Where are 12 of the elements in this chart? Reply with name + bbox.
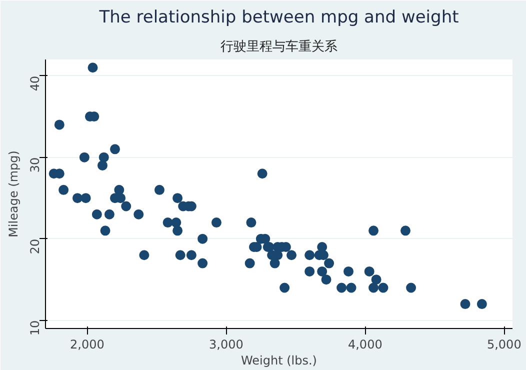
y-axis-title: Mileage (mpg) <box>6 150 20 238</box>
y-tick-label: 20 <box>28 238 42 254</box>
x-tick-label: 5,000 <box>486 338 522 352</box>
chart-title: The relationship between mpg and weight <box>98 8 460 28</box>
x-tick-label: 2,000 <box>70 338 104 352</box>
y-tick-label: 40 <box>28 76 42 92</box>
x-axis-title: Weight (lbs.) <box>241 354 318 368</box>
x-tick-label: 4,000 <box>348 338 382 352</box>
chart-subtitle: 行驶里程与车重关系 <box>220 40 338 54</box>
x-tick-label: 3,000 <box>209 338 244 352</box>
y-tick-label: 10 <box>28 320 42 336</box>
y-tick-label: 30 <box>28 157 42 173</box>
